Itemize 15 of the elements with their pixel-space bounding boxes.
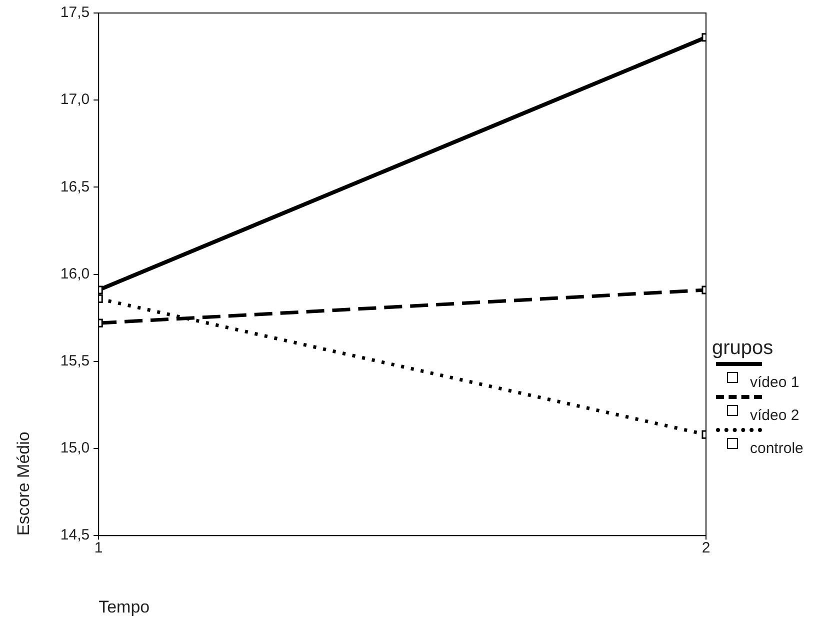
x-tick-label: 2: [702, 540, 710, 557]
y-axis-title: Escore Médio: [14, 432, 33, 536]
legend-label: vídeo 2: [750, 407, 800, 424]
y-tick-label: 16,5: [60, 178, 90, 196]
y-tick-label: 15,0: [60, 440, 90, 457]
y-tick-label: 17,0: [60, 91, 90, 108]
legend-title: grupos: [712, 337, 774, 360]
y-tick-label: 14,5: [60, 526, 90, 544]
y-tick-label: 15,5: [60, 352, 90, 370]
x-tick-label: 1: [94, 540, 103, 557]
legend-label: vídeo 1: [750, 374, 800, 391]
y-tick-label: 17,5: [60, 4, 90, 22]
y-tick-label: 16,0: [60, 265, 90, 282]
legend-label: controle: [750, 440, 804, 457]
x-axis-title: Tempo: [98, 597, 150, 616]
